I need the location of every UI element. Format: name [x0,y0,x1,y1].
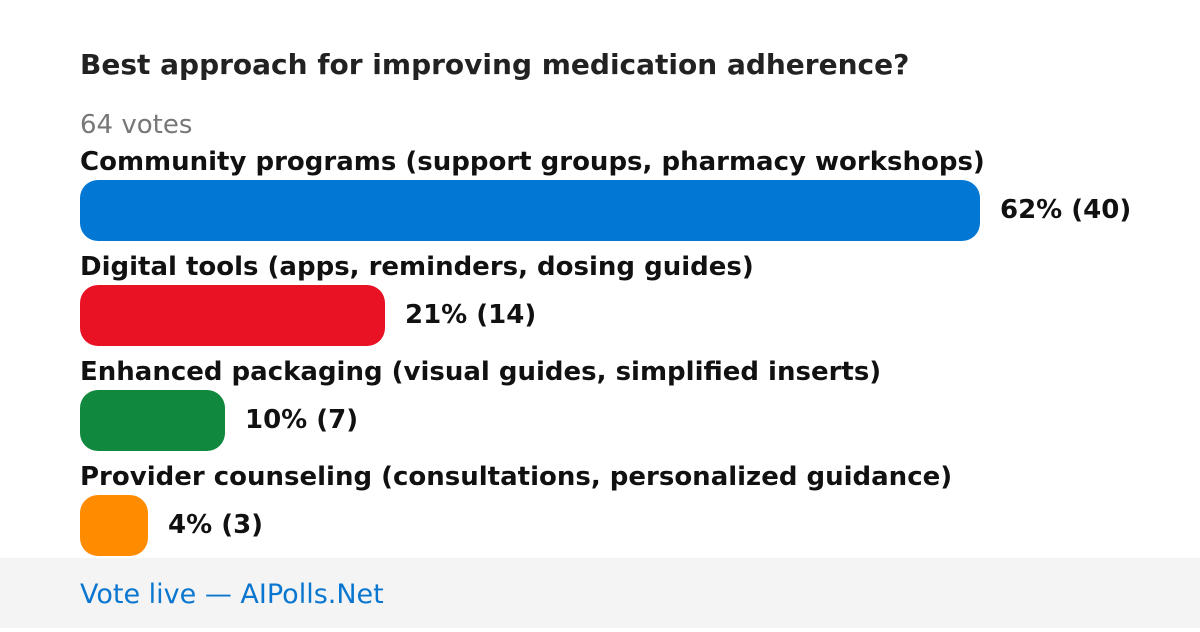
poll-option: Provider counseling (consultations, pers… [80,461,1180,566]
option-label: Community programs (support groups, phar… [80,147,985,177]
poll-title: Best approach for improving medication a… [80,48,910,81]
option-label: Provider counseling (consultations, pers… [80,462,953,492]
poll-option: Community programs (support groups, phar… [80,146,1180,251]
option-label: Enhanced packaging (visual guides, simpl… [80,357,882,387]
option-bar [80,390,225,451]
option-bar [80,180,980,241]
poll-option: Digital tools (apps, reminders, dosing g… [80,251,1180,356]
vote-live-link[interactable]: Vote live — AIPolls.Net [80,579,384,610]
option-value-label: 4% (3) [168,510,264,540]
vote-count: 64 votes [80,110,193,140]
option-label: Digital tools (apps, reminders, dosing g… [80,252,754,282]
option-value-label: 62% (40) [1000,195,1132,225]
option-value-label: 10% (7) [245,405,359,435]
poll-option: Enhanced packaging (visual guides, simpl… [80,356,1180,461]
footer-bar: Vote live — AIPolls.Net [0,558,1200,628]
option-value-label: 21% (14) [405,300,537,330]
option-bar [80,495,148,556]
option-bar [80,285,385,346]
